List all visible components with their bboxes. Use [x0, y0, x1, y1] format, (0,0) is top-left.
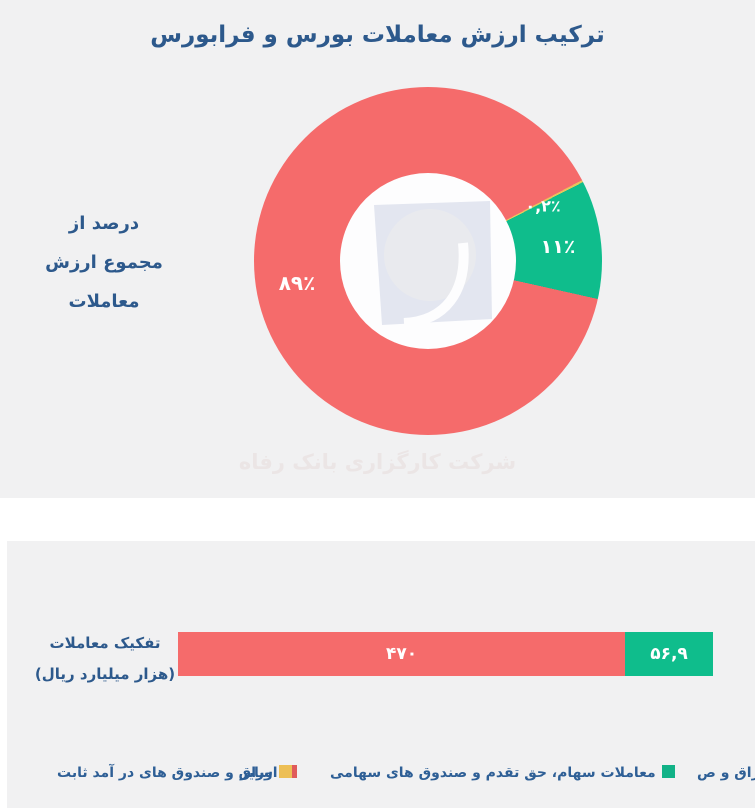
- bar-axis-label-line: تفکیک معاملات: [49, 634, 161, 652]
- bar-value-red: ۴۷۰: [385, 644, 418, 664]
- legend-item-clipped: اوراق و ص: [697, 762, 755, 784]
- donut-label-green: ۱۱٪: [540, 236, 576, 258]
- legend-label: معاملات سهام، حق تقدم و صندوق های سهامی: [330, 765, 656, 781]
- bar-segment-0: ۴۷۰: [178, 632, 626, 676]
- page-title: ترکیب ارزش معاملات بورس و فرابورس: [150, 22, 605, 48]
- donut-axis-label-line: درصد از: [68, 213, 140, 234]
- donut-label-yellow: ۰,۲٪: [525, 196, 561, 216]
- donut-label-red: ۸۹٪: [278, 271, 316, 295]
- donut-axis-label: درصد از مجموع ارزش معاملات: [25, 204, 183, 321]
- legend-item-equity: معاملات سهام، حق تقدم و صندوق های سهامی: [330, 762, 675, 784]
- legend-item-other: سایر: [240, 762, 292, 784]
- bank-logo-watermark-icon: [374, 201, 492, 328]
- legend-swatch-2: [661, 764, 675, 778]
- legend-swatch-1: [279, 764, 292, 778]
- bar-axis-label-line: (هزار میلیارد ریال): [34, 665, 176, 683]
- legend-label: اوراق و ص: [697, 765, 755, 781]
- brokerage-watermark: شرکت کارگزاری بانک رفاه: [238, 450, 517, 474]
- legend-label: اوراق و صندوق های در آمد ثابت: [57, 765, 278, 781]
- donut-axis-label-line: مجموع ارزش: [45, 252, 163, 273]
- bar-segment-1: ۵۶,۹: [625, 632, 713, 676]
- bar-value-green: ۵۶,۹: [650, 644, 688, 664]
- donut-chart: ۸۹٪ ۱۱٪ ۰,۲٪: [254, 87, 602, 435]
- bar-axis-label: تفکیک معاملات (هزار میلیارد ریال): [25, 628, 185, 690]
- donut-axis-label-line: معاملات: [68, 291, 140, 312]
- legend-label: سایر: [240, 765, 273, 781]
- stacked-bar-chart: ۴۷۰ ۵۶,۹: [178, 632, 713, 676]
